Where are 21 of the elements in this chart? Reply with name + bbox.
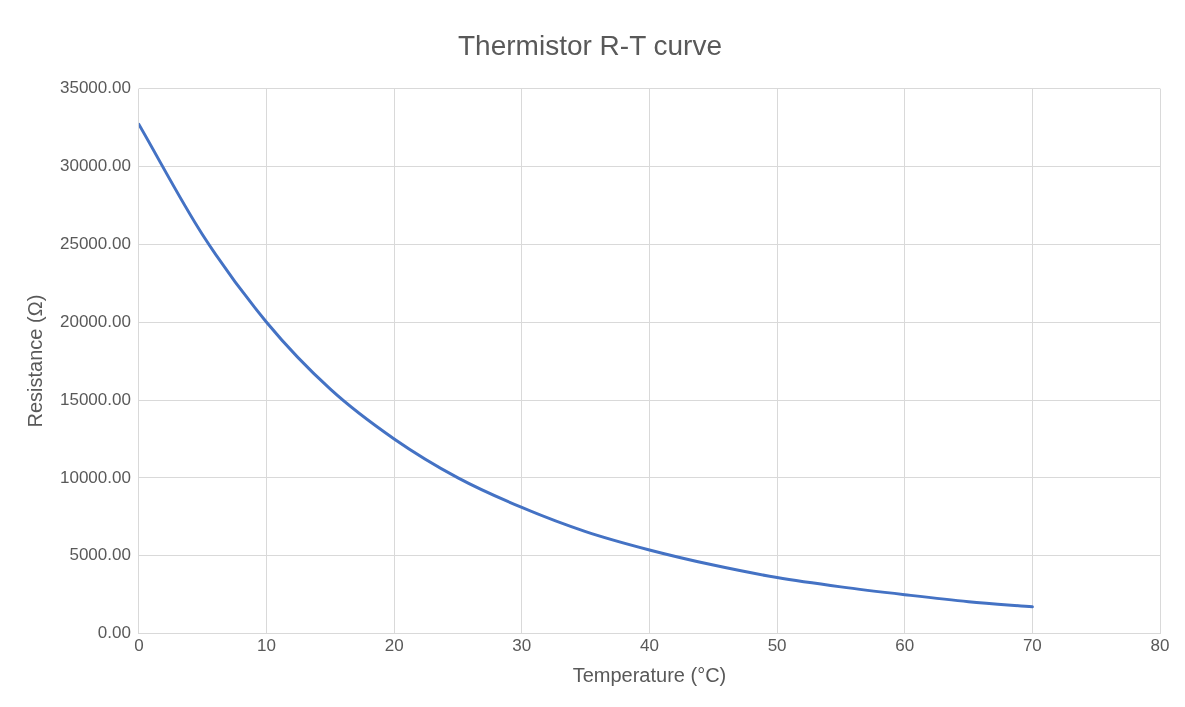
y-axis-title: Resistance (Ω)	[23, 294, 46, 428]
y-tick-label: 15000.00	[60, 389, 131, 409]
x-tick-label: 50	[767, 636, 787, 656]
x-tick-label: 70	[1022, 636, 1042, 656]
chart-title: Thermistor R-T curve	[458, 29, 722, 61]
y-tick-label: 20000.00	[60, 311, 131, 331]
y-tick-label: 0.00	[97, 623, 131, 643]
y-tick-label: 35000.00	[60, 78, 131, 98]
y-tick-label: 30000.00	[60, 156, 131, 176]
x-tick-label: 80	[1150, 636, 1170, 656]
x-tick-label: 20	[384, 636, 404, 656]
x-axis-title: Temperature (°C)	[572, 663, 727, 686]
y-tick-label: 10000.00	[60, 467, 131, 487]
y-tick-label: 25000.00	[60, 234, 131, 253]
x-tick-label: 10	[257, 636, 276, 656]
x-tick-label: 0	[134, 636, 144, 656]
x-tick-label: 40	[639, 636, 659, 656]
y-tick-label: 5000.00	[69, 545, 131, 565]
x-tick-label: 30	[512, 636, 532, 656]
line-series	[138, 122, 1034, 609]
x-tick-label: 60	[895, 636, 915, 656]
